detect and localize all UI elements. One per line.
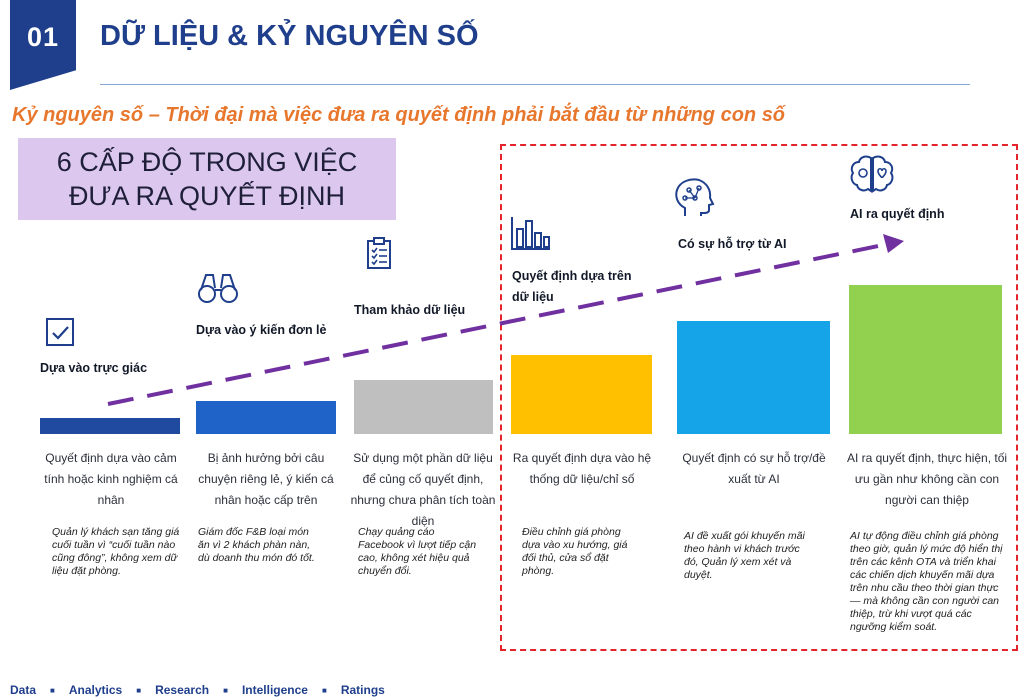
binoculars-icon	[196, 270, 240, 304]
bullet-icon: ■	[321, 685, 327, 695]
level-3-example: Chạy quảng cáo Facebook vì lượt tiếp cận…	[358, 526, 477, 577]
level-5-example: AI đề xuất gói khuyến mãi theo hành vi k…	[684, 530, 805, 581]
levels-heading-line2: ĐƯA RA QUYẾT ĐỊNH	[68, 181, 346, 211]
level-6-example: AI tự động điều chỉnh giá phòng theo giờ…	[850, 530, 1003, 633]
level-5-title: Có sự hỗ trợ từ AI	[678, 237, 787, 251]
level-4-bar	[511, 355, 652, 434]
ai-era-highlight-frame	[500, 144, 1018, 651]
footer-tagline: Data ■ Analytics ■ Research ■ Intelligen…	[10, 683, 385, 697]
level-4-title-line1: Quyết định dựa trên	[512, 269, 632, 283]
checkbox-icon	[44, 316, 78, 350]
footer-item-ratings: Ratings	[340, 683, 385, 697]
level-2-description: Bị ảnh hưởng bởi câu chuyện riêng lẻ, ý …	[198, 451, 334, 507]
level-5-bar	[677, 321, 830, 434]
level-4-example: Điều chỉnh giá phòng dựa vào xu hướng, g…	[522, 526, 628, 577]
section-number: 01	[26, 22, 60, 52]
level-1-bar	[40, 418, 180, 434]
level-2-example: Giám đốc F&B loại món ăn vì 2 khách phàn…	[198, 526, 315, 564]
footer-item-data: Data	[10, 683, 37, 697]
bar-chart-icon	[510, 215, 552, 251]
footer-item-intelligence: Intelligence	[241, 683, 308, 697]
bullet-icon: ■	[223, 685, 228, 695]
page-subtitle: Kỷ nguyên số – Thời đại mà việc đưa ra q…	[12, 104, 786, 126]
page-title: DỮ LIỆU & KỶ NGUYÊN SỐ	[100, 20, 479, 52]
footer-item-research: Research	[155, 683, 210, 697]
clipboard-icon	[362, 236, 396, 270]
bullet-icon: ■	[136, 685, 142, 695]
level-5-description: Quyết định có sự hỗ trợ/đề xuất từ AI	[682, 451, 826, 486]
header-divider	[100, 84, 970, 85]
level-6-title: AI ra quyết định	[850, 207, 945, 221]
level-4-title: Quyết định dựa trên dữ liệu	[512, 266, 631, 308]
levels-heading-line1: 6 CẤP ĐỘ TRONG VIỆC	[56, 147, 358, 177]
levels-heading: 6 CẤP ĐỘ TRONG VIỆC ĐƯA RA QUYẾT ĐỊNH	[18, 138, 396, 220]
level-4-description: Ra quyết định dựa vào hệ thống dữ liệu/c…	[512, 451, 652, 486]
brain-icon	[848, 154, 896, 194]
level-2-title: Dựa vào ý kiến đơn lẻ	[196, 323, 327, 337]
level-3-description: Sử dụng một phần dữ liệu để củng cố quyế…	[350, 451, 496, 528]
level-6-description: AI ra quyết định, thực hiện, tối ưu gần …	[846, 451, 1008, 507]
ai-head-icon	[671, 176, 715, 220]
level-1-example: Quản lý khách sạn tăng giá cuối tuần vì …	[52, 526, 180, 577]
level-4-title-line2: dữ liệu	[512, 290, 554, 304]
level-2-bar	[196, 401, 336, 434]
level-3-title: Tham khảo dữ liệu	[354, 303, 466, 317]
level-6-bar	[849, 285, 1002, 434]
level-1-description: Quyết định dựa vào cảm tính hoặc kinh ng…	[44, 451, 178, 507]
bullet-icon: ■	[50, 685, 55, 695]
footer-item-analytics: Analytics	[68, 683, 123, 697]
level-1-title: Dựa vào trực giác	[40, 361, 148, 375]
level-3-bar	[354, 380, 493, 434]
